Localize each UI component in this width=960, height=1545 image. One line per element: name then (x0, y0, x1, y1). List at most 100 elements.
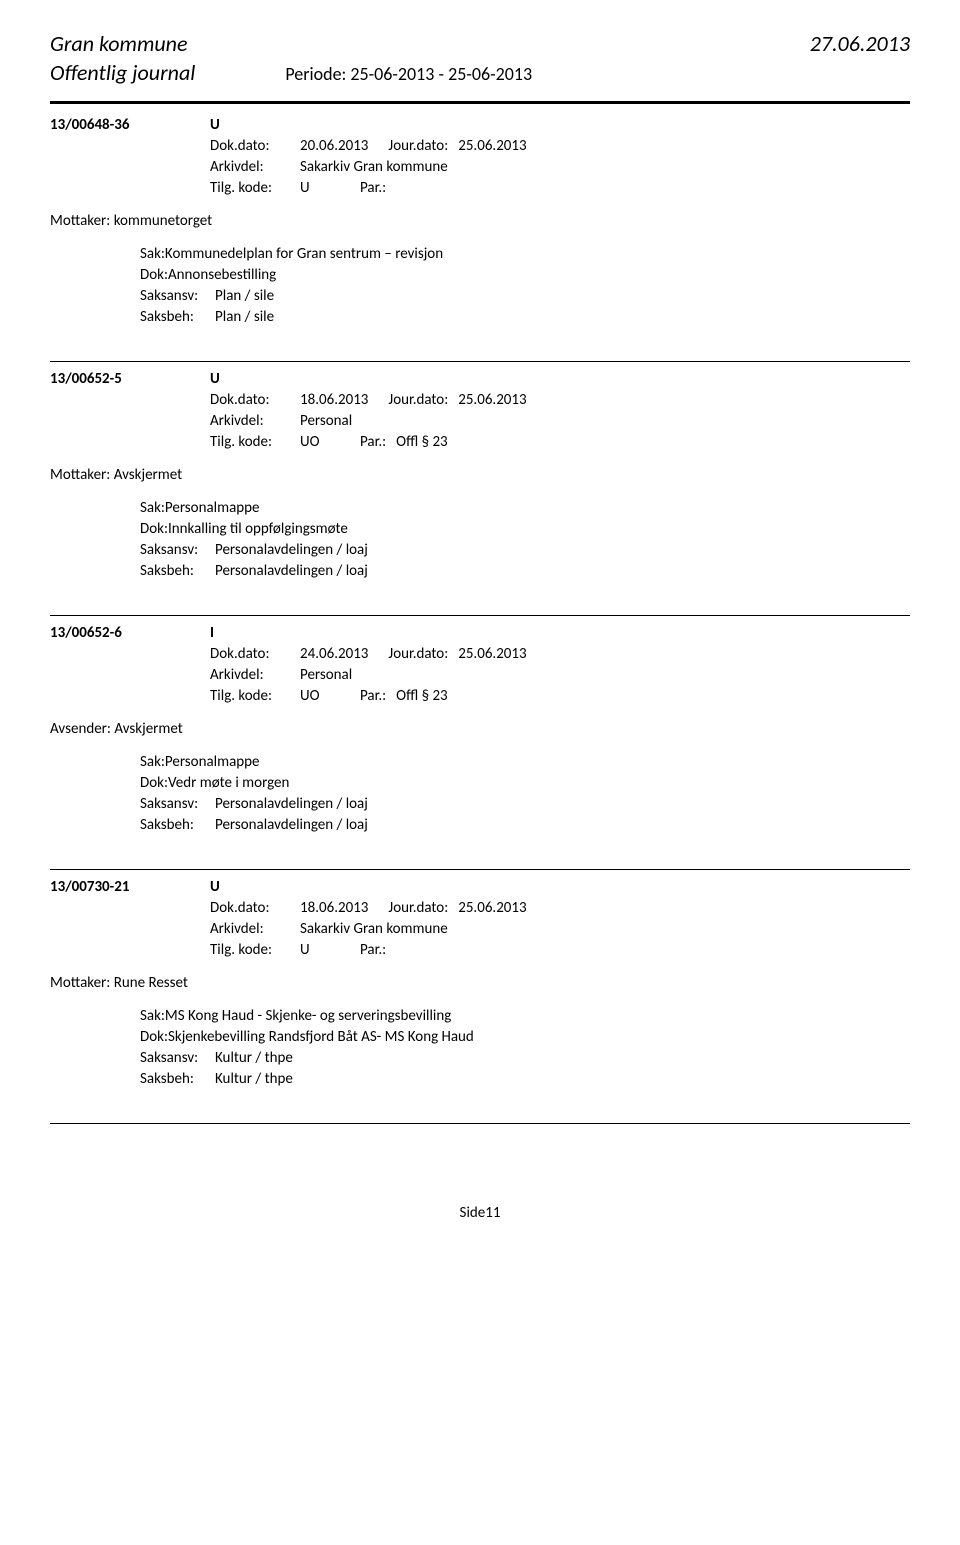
arkivdel-label: Arkivdel: (210, 666, 300, 684)
tilgkode-label: Tilg. kode: (210, 179, 300, 197)
entry-header: 13/00652-5 U (50, 370, 910, 388)
tilgkode-row: Tilg. kode: U Par.: (210, 179, 910, 197)
saksansv-row: Saksansv: Personalavdelingen / loaj (140, 541, 910, 559)
arkivdel-value: Sakarkiv Gran kommune (300, 158, 448, 176)
saksansv-value: Personalavdelingen / loaj (215, 541, 368, 559)
sak-block: Sak: Personalmappe Dok: Vedr møte i morg… (140, 753, 910, 834)
sak-value: MS Kong Haud - Skjenke- og serveringsbev… (165, 1007, 451, 1025)
sak-row: Sak: Personalmappe (140, 753, 910, 771)
saksbeh-label: Saksbeh: (140, 816, 215, 834)
subheader-title: Offentlig journal (50, 59, 195, 86)
entry-header: 13/00648-36 U (50, 116, 910, 134)
saksbeh-row: Saksbeh: Plan / sile (140, 308, 910, 326)
dokdato-value: 20.06.2013 (300, 137, 368, 155)
saksansv-value: Personalavdelingen / loaj (215, 795, 368, 813)
dok-value: Skjenkebevilling Randsfjord Båt AS- MS K… (168, 1028, 474, 1046)
dokdato-row: Dok.dato: 24.06.2013 Jour.dato: 25.06.20… (210, 645, 910, 663)
entry-type: U (210, 878, 220, 896)
page-subheader: Offentlig journal Periode: 25-06-2013 - … (50, 59, 910, 86)
entry-divider (50, 615, 910, 616)
journal-entry: 13/00652-5 U Dok.dato: 18.06.2013 Jour.d… (50, 370, 910, 580)
jourdato-label: Jour.dato: (388, 137, 448, 155)
recipient-label: Avsender: (50, 720, 114, 738)
journal-entry: 13/00730-21 U Dok.dato: 18.06.2013 Jour.… (50, 878, 910, 1088)
sak-label: Sak: (140, 499, 165, 517)
arkivdel-value: Personal (300, 412, 352, 430)
jourdato-value: 25.06.2013 (458, 137, 526, 155)
saksbeh-value: Personalavdelingen / loaj (215, 816, 368, 834)
entry-divider (50, 361, 910, 362)
dokdato-row: Dok.dato: 20.06.2013 Jour.dato: 25.06.20… (210, 137, 910, 155)
dok-row: Dok: Vedr møte i morgen (140, 774, 910, 792)
entry-type: U (210, 116, 220, 134)
recipient-value: Rune Resset (114, 974, 188, 992)
sak-block: Sak: MS Kong Haud - Skjenke- og serverin… (140, 1007, 910, 1088)
dokdato-label: Dok.dato: (210, 899, 300, 917)
tilgkode-value: U (300, 941, 340, 959)
dokdato-label: Dok.dato: (210, 391, 300, 409)
saksansv-row: Saksansv: Kultur / thpe (140, 1049, 910, 1067)
par-label: Par.: (360, 179, 386, 197)
arkivdel-label: Arkivdel: (210, 412, 300, 430)
jourdato-value: 25.06.2013 (458, 391, 526, 409)
dokdato-value: 24.06.2013 (300, 645, 368, 663)
sak-row: Sak: Personalmappe (140, 499, 910, 517)
header-title: Gran kommune (50, 30, 188, 57)
saksbeh-label: Saksbeh: (140, 1070, 215, 1088)
saksansv-label: Saksansv: (140, 795, 215, 813)
tilgkode-row: Tilg. kode: U Par.: (210, 941, 910, 959)
sak-label: Sak: (140, 1007, 165, 1025)
jourdato-value: 25.06.2013 (458, 645, 526, 663)
sak-row: Sak: Kommunedelplan for Gran sentrum – r… (140, 245, 910, 263)
tilgkode-row: Tilg. kode: UO Par.: Offl § 23 (210, 687, 910, 705)
arkivdel-label: Arkivdel: (210, 158, 300, 176)
par-label: Par.: (360, 687, 386, 705)
dok-value: Annonsebestilling (168, 266, 276, 284)
dokdato-value: 18.06.2013 (300, 391, 368, 409)
entry-id: 13/00652-5 (50, 370, 210, 388)
recipient-row: Mottaker: Avskjermet (50, 466, 910, 484)
saksbeh-row: Saksbeh: Personalavdelingen / loaj (140, 562, 910, 580)
dok-row: Dok: Skjenkebevilling Randsfjord Båt AS-… (140, 1028, 910, 1046)
tilgkode-value: UO (300, 687, 340, 705)
recipient-label: Mottaker: (50, 212, 114, 230)
entry-header: 13/00730-21 U (50, 878, 910, 896)
entry-type: I (210, 624, 214, 642)
saksansv-row: Saksansv: Plan / sile (140, 287, 910, 305)
saksbeh-row: Saksbeh: Kultur / thpe (140, 1070, 910, 1088)
dok-row: Dok: Innkalling til oppfølgingsmøte (140, 520, 910, 538)
saksansv-row: Saksansv: Personalavdelingen / loaj (140, 795, 910, 813)
tilgkode-label: Tilg. kode: (210, 687, 300, 705)
entry-divider (50, 869, 910, 870)
dokdato-row: Dok.dato: 18.06.2013 Jour.dato: 25.06.20… (210, 899, 910, 917)
recipient-row: Mottaker: kommunetorget (50, 212, 910, 230)
saksansv-label: Saksansv: (140, 541, 215, 559)
arkivdel-label: Arkivdel: (210, 920, 300, 938)
tilgkode-value: U (300, 179, 340, 197)
dok-label: Dok: (140, 774, 168, 792)
entries-container: 13/00648-36 U Dok.dato: 20.06.2013 Jour.… (50, 116, 910, 1124)
saksansv-label: Saksansv: (140, 1049, 215, 1067)
dokdato-label: Dok.dato: (210, 645, 300, 663)
par-value: Offl § 23 (396, 687, 448, 705)
sak-value: Kommunedelplan for Gran sentrum – revisj… (165, 245, 443, 263)
dokdato-row: Dok.dato: 18.06.2013 Jour.dato: 25.06.20… (210, 391, 910, 409)
journal-entry: 13/00652-6 I Dok.dato: 24.06.2013 Jour.d… (50, 624, 910, 834)
recipient-label: Mottaker: (50, 466, 114, 484)
sak-label: Sak: (140, 753, 165, 771)
tilgkode-label: Tilg. kode: (210, 941, 300, 959)
tilgkode-value: UO (300, 433, 340, 451)
jourdato-value: 25.06.2013 (458, 899, 526, 917)
entry-id: 13/00648-36 (50, 116, 210, 134)
dok-label: Dok: (140, 520, 168, 538)
arkivdel-value: Personal (300, 666, 352, 684)
par-label: Par.: (360, 433, 386, 451)
dok-row: Dok: Annonsebestilling (140, 266, 910, 284)
sak-block: Sak: Kommunedelplan for Gran sentrum – r… (140, 245, 910, 326)
arkivdel-row: Arkivdel: Sakarkiv Gran kommune (210, 158, 910, 176)
dokdato-value: 18.06.2013 (300, 899, 368, 917)
saksbeh-label: Saksbeh: (140, 562, 215, 580)
dok-value: Innkalling til oppfølgingsmøte (168, 520, 348, 538)
dok-value: Vedr møte i morgen (168, 774, 289, 792)
entry-divider (50, 1123, 910, 1124)
